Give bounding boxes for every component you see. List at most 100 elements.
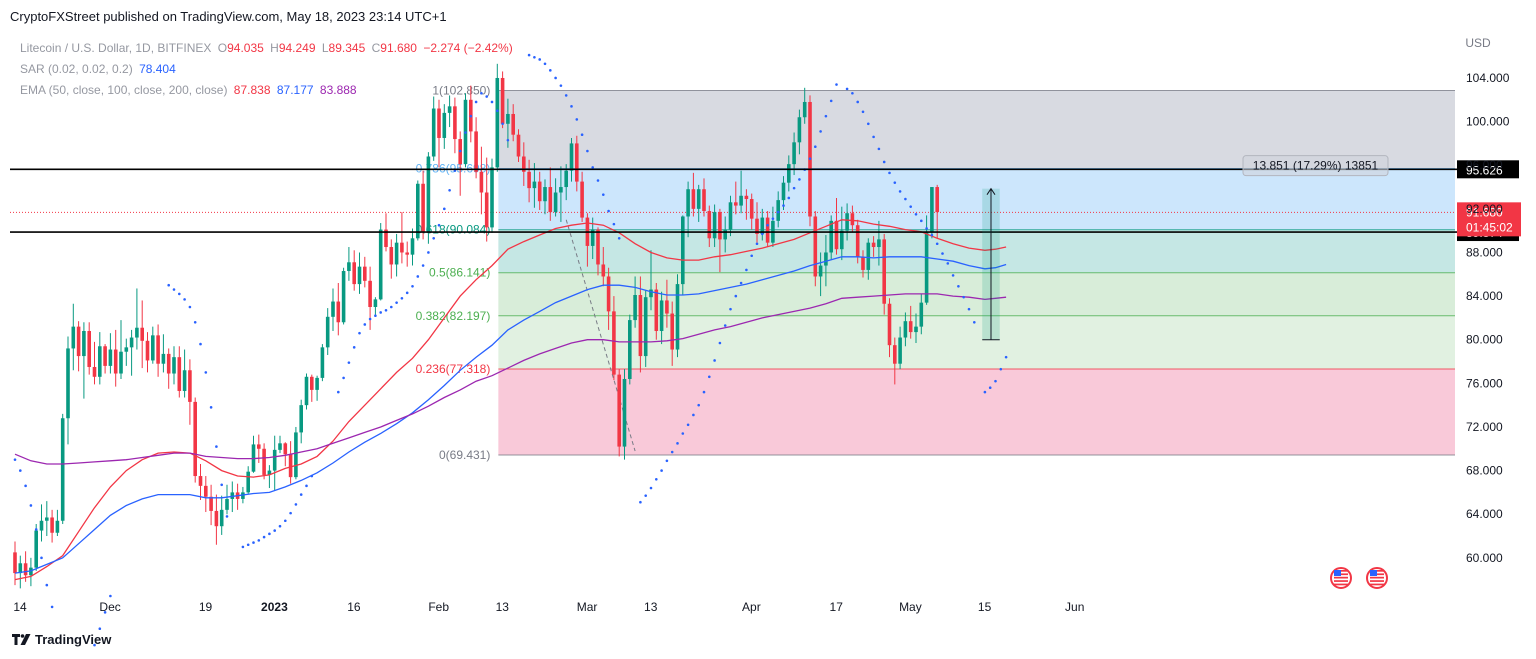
sar-dot — [988, 386, 992, 390]
candle-body — [341, 271, 346, 323]
currency-label: USD — [1465, 36, 1491, 50]
sar-dot — [305, 484, 308, 488]
sar-dot — [824, 114, 828, 118]
sar-dot — [776, 210, 780, 214]
candle-body — [829, 220, 833, 253]
sar-dot — [914, 213, 918, 216]
event-flags[interactable] — [1330, 567, 1388, 589]
sar-dot — [469, 114, 473, 118]
sar-dot — [946, 262, 950, 265]
ema-lines — [14, 219, 1007, 581]
sar-dot — [310, 474, 314, 478]
price-tick-label: 68.000 — [1466, 464, 1503, 478]
sar-dot — [384, 308, 388, 312]
candle-body — [580, 181, 584, 218]
flag-stripe — [1370, 583, 1384, 586]
sar-dot — [829, 99, 833, 103]
candle-body — [294, 432, 298, 478]
candle-body — [638, 295, 643, 357]
sar-dot — [1004, 355, 1008, 359]
us-flag-icon[interactable] — [1330, 567, 1352, 589]
sar-dot — [713, 359, 716, 362]
candle-body — [871, 242, 876, 248]
sar-dot — [670, 450, 674, 454]
ema-line — [14, 256, 1007, 574]
candle-body — [278, 443, 282, 450]
price-range-measure[interactable]: 13.851 (17.29%) 13851 — [982, 155, 1389, 341]
price-tick-label: 80.000 — [1466, 333, 1503, 347]
candle-body — [532, 181, 537, 189]
candle-body — [882, 239, 886, 304]
candle-body — [691, 189, 696, 209]
candle-body — [135, 327, 139, 338]
sar-dot — [575, 118, 579, 121]
sar-dot — [814, 145, 817, 148]
price-tick-label: 64.000 — [1466, 507, 1503, 521]
candle-body — [861, 256, 865, 270]
sar-dot — [480, 91, 483, 95]
sar-dot — [782, 204, 785, 207]
sar-dot — [225, 515, 229, 518]
candle-body — [400, 242, 404, 253]
candle-body — [55, 520, 60, 533]
sar-dot — [761, 232, 764, 236]
us-flag-icon[interactable] — [1366, 567, 1388, 589]
candle-body — [272, 449, 277, 471]
candle-body — [649, 289, 653, 298]
candle-body — [824, 252, 828, 266]
legend-sar-label: SAR (0.02, 0.02, 0.2) — [20, 62, 133, 76]
candle-body — [336, 301, 341, 323]
level-price-tag — [1457, 160, 1519, 179]
sar-dot — [379, 311, 383, 314]
candle-body — [935, 187, 939, 213]
candle-body — [257, 444, 261, 449]
candle-body — [347, 262, 351, 272]
sar-dot — [808, 157, 812, 160]
candle-body — [82, 330, 86, 357]
candle-body — [887, 303, 892, 346]
candle-body — [18, 563, 23, 574]
candle-body — [474, 131, 478, 172]
candle-body — [283, 443, 288, 455]
fib-level-label: 0.618(90.084) — [416, 223, 491, 237]
candle-body — [924, 231, 929, 303]
candle-body — [537, 181, 542, 202]
time-tick-label: May — [899, 600, 922, 614]
sar-dot — [45, 583, 49, 587]
sar-dot — [215, 445, 218, 448]
sar-dot — [543, 62, 547, 66]
candle-body — [707, 211, 712, 239]
sar-dot — [257, 539, 261, 542]
sar-dot — [490, 100, 494, 104]
legend-open: 94.035 — [227, 41, 264, 55]
candle-body — [209, 496, 213, 511]
sar-dot — [564, 94, 568, 97]
time-tick-label: Dec — [99, 600, 120, 614]
candle-body — [744, 195, 749, 200]
sar-dot — [835, 83, 838, 86]
sar-dot — [448, 189, 451, 192]
candle-body — [834, 220, 839, 250]
candle-body — [151, 335, 155, 361]
candle-body — [352, 262, 356, 285]
time-axis[interactable]: 14 Dec 19 2023 16 Feb 13 Mar 13 Apr 17 May 15 Jun — [13, 600, 1084, 614]
sar-dot — [692, 413, 695, 417]
sar-dot — [416, 275, 420, 278]
sar-dot — [400, 296, 404, 300]
candle-body — [161, 353, 166, 364]
candle-body — [739, 195, 743, 206]
sar-dot — [941, 252, 944, 255]
candle-body — [113, 349, 118, 374]
candle-body — [431, 108, 436, 157]
sar-dot — [427, 251, 430, 254]
candle-body — [363, 266, 367, 281]
candle-body — [702, 189, 706, 212]
candle-body — [140, 327, 144, 341]
candle-body — [315, 377, 319, 390]
candle-body — [818, 265, 823, 277]
sar-dot — [967, 307, 971, 311]
candle-body — [267, 470, 272, 475]
candle-body — [172, 357, 176, 374]
